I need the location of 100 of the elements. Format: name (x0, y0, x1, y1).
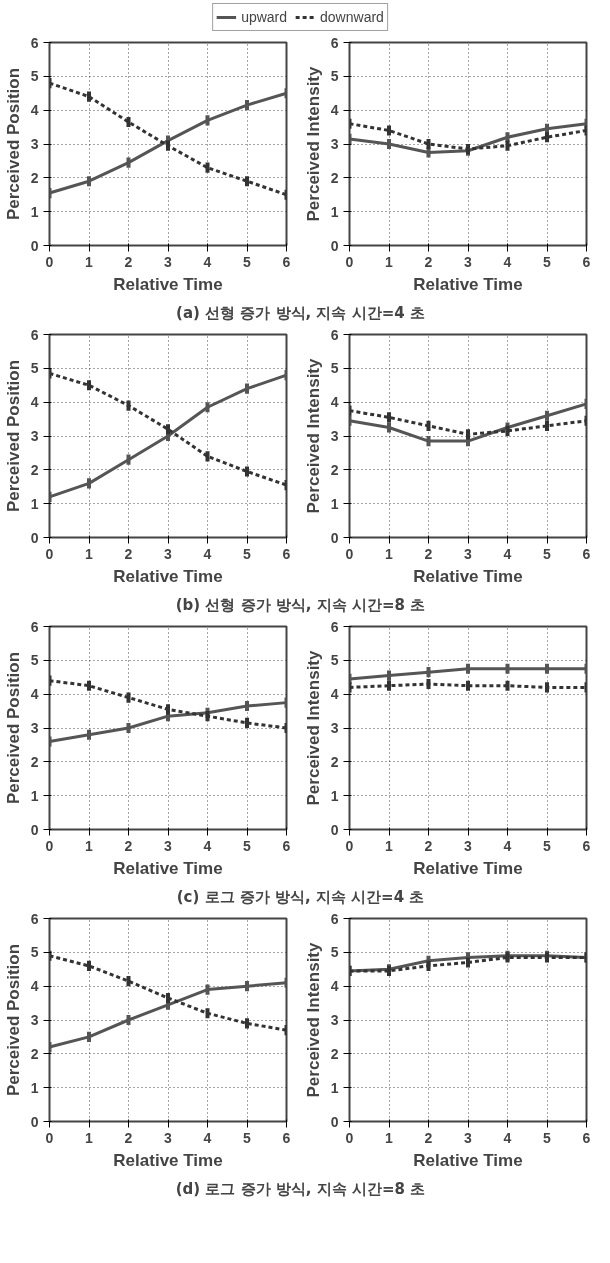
x-tick-label: 3 (464, 1129, 473, 1146)
y-tick-label: 3 (30, 1012, 39, 1028)
x-tick-label: 1 (385, 253, 394, 270)
y-tick-label: 5 (330, 360, 339, 377)
y-tick-label: 5 (30, 652, 39, 669)
y-tick-label: 6 (330, 34, 339, 51)
y-tick-label: 3 (30, 136, 39, 152)
y-tick-label: 1 (30, 495, 39, 512)
y-tick-label: 3 (30, 720, 39, 736)
y-tick-label: 3 (330, 428, 339, 444)
y-tick-label: 3 (330, 1012, 339, 1028)
x-tick-label: 4 (203, 837, 212, 854)
x-tick-label: 0 (345, 253, 354, 270)
x-tick-label: 2 (124, 253, 133, 270)
x-axis-title: Relative Time (413, 1150, 523, 1170)
y-tick-label: 1 (30, 787, 39, 804)
x-tick-label: 1 (85, 837, 94, 854)
y-tick-label: 5 (30, 944, 39, 961)
x-tick-label: 3 (464, 253, 473, 270)
x-tick-label: 5 (543, 545, 552, 562)
x-tick-label: 5 (243, 545, 252, 562)
y-axis-title: Perceived Position (3, 943, 23, 1097)
y-tick-label: 5 (330, 944, 339, 961)
x-tick-label: 1 (385, 545, 394, 562)
y-tick-label: 6 (30, 34, 39, 51)
y-axis-title: Perceived Intensity (303, 649, 323, 806)
x-tick-label: 5 (543, 837, 552, 854)
x-tick-label: 6 (582, 1129, 591, 1146)
x-tick-label: 0 (45, 253, 54, 270)
y-tick-label: 5 (330, 68, 339, 85)
x-tick-label: 5 (243, 1129, 252, 1146)
x-tick-label: 1 (85, 545, 94, 562)
y-tick-label: 6 (330, 618, 339, 635)
x-tick-label: 6 (282, 1129, 291, 1146)
x-axis-title: Relative Time (413, 274, 523, 294)
y-axis-title: Perceived Intensity (303, 941, 323, 1098)
x-tick-label: 0 (45, 545, 54, 562)
x-tick-label: 2 (124, 545, 133, 562)
x-axis-title: Relative Time (113, 858, 223, 878)
y-tick-label: 0 (30, 237, 39, 254)
text: (d) 로그 증가 방식, 지속 시간=8 초 (175, 1179, 426, 1198)
y-tick-label: 0 (330, 529, 339, 546)
y-tick-label: 0 (30, 1113, 39, 1130)
y-tick-label: 2 (30, 753, 39, 770)
y-tick-label: 0 (330, 237, 339, 254)
x-tick-label: 4 (503, 545, 512, 562)
y-tick-label: 1 (30, 1079, 39, 1096)
y-tick-label: 3 (330, 720, 339, 736)
x-tick-label: 2 (424, 1129, 433, 1146)
x-tick-label: 5 (243, 253, 252, 270)
y-tick-label: 4 (30, 686, 39, 703)
x-tick-label: 6 (582, 253, 591, 270)
x-tick-label: 1 (385, 1129, 394, 1146)
x-axis-title: Relative Time (413, 858, 523, 878)
y-tick-label: 6 (330, 910, 339, 927)
x-tick-label: 0 (345, 1129, 354, 1146)
y-tick-label: 2 (330, 753, 339, 770)
y-tick-label: 6 (330, 326, 339, 343)
x-tick-label: 4 (203, 1129, 212, 1146)
y-tick-label: 1 (330, 787, 339, 804)
x-tick-label: 0 (345, 837, 354, 854)
x-axis-title: Relative Time (113, 274, 223, 294)
x-tick-label: 4 (503, 1129, 512, 1146)
x-tick-label: 1 (85, 1129, 94, 1146)
x-tick-label: 2 (124, 837, 133, 854)
y-tick-label: 5 (30, 360, 39, 377)
x-tick-label: 3 (164, 253, 173, 270)
x-tick-label: 5 (543, 1129, 552, 1146)
y-tick-label: 1 (330, 495, 339, 512)
y-tick-label: 4 (30, 102, 39, 119)
y-tick-label: 0 (30, 529, 39, 546)
x-tick-label: 3 (464, 545, 473, 562)
y-tick-label: 4 (30, 394, 39, 411)
x-tick-label: 2 (424, 545, 433, 562)
y-tick-label: 4 (30, 978, 39, 995)
x-axis-title: Relative Time (113, 1150, 223, 1170)
x-tick-label: 6 (282, 837, 291, 854)
y-tick-label: 1 (330, 1079, 339, 1096)
legend-label: upward (241, 9, 288, 25)
x-tick-label: 3 (464, 837, 473, 854)
x-tick-label: 4 (503, 253, 512, 270)
y-tick-label: 3 (330, 136, 339, 152)
x-tick-label: 4 (203, 253, 212, 270)
x-axis-title: Relative Time (413, 566, 523, 586)
y-tick-label: 2 (30, 461, 39, 478)
x-tick-label: 4 (203, 545, 212, 562)
x-tick-label: 4 (503, 837, 512, 854)
x-tick-label: 1 (85, 253, 94, 270)
y-tick-label: 4 (330, 978, 339, 995)
x-tick-label: 3 (164, 837, 173, 854)
y-axis-title: Perceived Position (3, 359, 23, 513)
y-tick-label: 4 (330, 102, 339, 119)
y-tick-label: 4 (330, 394, 339, 411)
y-tick-label: 1 (330, 203, 339, 220)
x-tick-label: 0 (45, 1129, 54, 1146)
y-tick-label: 0 (30, 821, 39, 838)
x-tick-label: 3 (164, 545, 173, 562)
y-tick-label: 1 (30, 203, 39, 220)
y-axis-title: Perceived Intensity (303, 357, 323, 514)
y-tick-label: 0 (330, 1113, 339, 1130)
